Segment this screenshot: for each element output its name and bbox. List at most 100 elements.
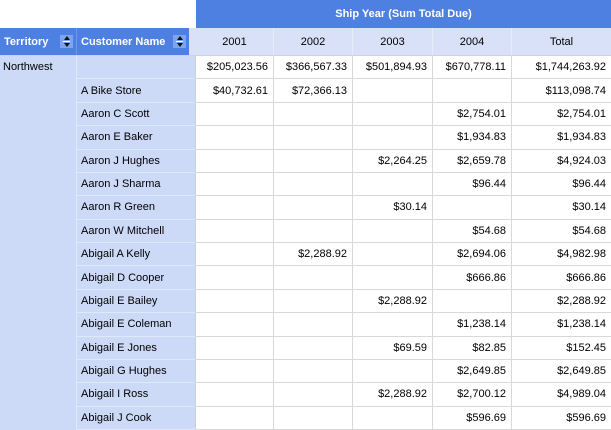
value-cell bbox=[353, 172, 433, 197]
value-cell: $96.44 bbox=[512, 172, 611, 197]
customer-member-cell[interactable]: A Bike Store bbox=[77, 79, 196, 103]
value-cell bbox=[353, 219, 433, 243]
sort-up-triangle bbox=[176, 36, 183, 40]
value-cell: $596.69 bbox=[433, 406, 512, 430]
column-field-caption[interactable]: Ship Year (Sum Total Due) bbox=[196, 0, 611, 28]
sort-up-down-icon[interactable] bbox=[60, 35, 73, 48]
value-cell bbox=[196, 266, 274, 290]
customer-member-cell[interactable] bbox=[77, 56, 196, 80]
table-row: Abigail D Cooper $666.86 $666.86 bbox=[77, 266, 611, 290]
value-cell bbox=[196, 383, 274, 407]
table-row: Abigail G Hughes $2,649.85 $2,649.85 bbox=[77, 359, 611, 384]
table-row: Aaron J Sharma $96.44 $96.44 bbox=[77, 172, 611, 197]
customer-member-cell[interactable]: Abigail E Coleman bbox=[77, 313, 196, 337]
year-header-total[interactable]: Total bbox=[549, 35, 574, 48]
customer-member-cell[interactable]: Aaron J Sharma bbox=[77, 172, 196, 197]
value-cell bbox=[274, 219, 353, 243]
value-cell: $96.44 bbox=[433, 172, 512, 197]
value-cell: $1,934.83 bbox=[433, 126, 512, 150]
corner-spacer bbox=[0, 0, 196, 28]
value-cell: $2,754.01 bbox=[512, 102, 611, 127]
table-row: Aaron W Mitchell $54.68 $54.68 bbox=[77, 219, 611, 243]
value-cell bbox=[274, 383, 353, 407]
value-cell bbox=[274, 149, 353, 173]
table-row: Aaron C Scott $2,754.01 $2,754.01 bbox=[77, 102, 611, 127]
value-cell bbox=[353, 243, 433, 267]
value-cell bbox=[196, 359, 274, 384]
value-cell bbox=[274, 102, 353, 127]
customer-member-cell[interactable]: Aaron C Scott bbox=[77, 102, 196, 127]
value-cell bbox=[196, 336, 274, 360]
value-cell bbox=[274, 172, 353, 197]
value-cell bbox=[353, 79, 433, 103]
value-cell: $666.86 bbox=[433, 266, 512, 290]
territory-column-header-label: Territory bbox=[4, 35, 49, 48]
value-cell bbox=[196, 313, 274, 337]
table-row: A Bike Store $40,732.61 $72,366.13 $113,… bbox=[77, 79, 611, 103]
value-cell: $205,023.56 bbox=[196, 56, 274, 80]
value-cell bbox=[196, 406, 274, 430]
value-cell: $72,366.13 bbox=[274, 79, 353, 103]
sort-up-down-icon[interactable] bbox=[173, 35, 186, 48]
territory-column-header[interactable]: Territory bbox=[0, 28, 77, 55]
sort-up-triangle bbox=[63, 36, 70, 40]
sort-separator bbox=[176, 41, 183, 42]
value-cell bbox=[196, 149, 274, 173]
year-header-2001[interactable]: 2001 bbox=[196, 28, 274, 55]
value-cell: $82.85 bbox=[433, 336, 512, 360]
customer-member-cell[interactable]: Abigail E Bailey bbox=[77, 289, 196, 314]
customer-member-cell[interactable]: Abigail G Hughes bbox=[77, 359, 196, 384]
table-row: Abigail J Cook $596.69 $596.69 bbox=[77, 406, 611, 430]
customer-member-cell[interactable]: Abigail J Cook bbox=[77, 406, 196, 430]
value-cell: $54.68 bbox=[433, 219, 512, 243]
value-cell: $366,567.33 bbox=[274, 56, 353, 80]
value-cell: $30.14 bbox=[353, 196, 433, 220]
header-row: Territory Customer Name 2001 2002 2003 2… bbox=[0, 28, 611, 56]
year-header-2004[interactable]: 2004 bbox=[433, 28, 512, 55]
value-cell: $113,098.74 bbox=[512, 79, 611, 103]
value-cell: $670,778.11 bbox=[433, 56, 512, 80]
value-cell bbox=[433, 79, 512, 103]
customer-member-cell[interactable]: Aaron R Green bbox=[77, 196, 196, 220]
customer-member-cell[interactable]: Aaron W Mitchell bbox=[77, 219, 196, 243]
territory-member-cell[interactable]: Northwest bbox=[0, 56, 77, 430]
year-header-2002[interactable]: 2002 bbox=[274, 28, 353, 55]
value-cell bbox=[196, 196, 274, 220]
value-cell bbox=[196, 172, 274, 197]
value-cell: $2,288.92 bbox=[274, 243, 353, 267]
value-cell bbox=[353, 126, 433, 150]
value-cell: $596.69 bbox=[512, 406, 611, 430]
customer-member-cell[interactable]: Aaron E Baker bbox=[77, 126, 196, 150]
value-cell: $2,754.01 bbox=[433, 102, 512, 127]
sort-down-triangle bbox=[176, 43, 183, 47]
value-cell: $4,982.98 bbox=[512, 243, 611, 267]
value-cell: $666.86 bbox=[512, 266, 611, 290]
customer-member-cell[interactable]: Abigail D Cooper bbox=[77, 266, 196, 290]
value-cell bbox=[353, 359, 433, 384]
value-cell bbox=[274, 196, 353, 220]
value-cell bbox=[274, 336, 353, 360]
customer-member-cell[interactable]: Abigail A Kelly bbox=[77, 243, 196, 267]
value-cell: $2,649.85 bbox=[433, 359, 512, 384]
value-cell bbox=[274, 313, 353, 337]
table-row: Abigail E Jones $69.59 $82.85 $152.45 bbox=[77, 336, 611, 360]
value-cell: $40,732.61 bbox=[196, 79, 274, 103]
value-cell: $2,288.92 bbox=[512, 289, 611, 314]
customer-member-cell[interactable]: Abigail E Jones bbox=[77, 336, 196, 360]
value-cell bbox=[196, 102, 274, 127]
sort-separator bbox=[63, 41, 70, 42]
customer-member-cell[interactable]: Aaron J Hughes bbox=[77, 149, 196, 173]
value-cell: $1,934.83 bbox=[512, 126, 611, 150]
value-cell bbox=[353, 313, 433, 337]
year-header-2003[interactable]: 2003 bbox=[353, 28, 433, 55]
value-cell bbox=[353, 406, 433, 430]
value-cell bbox=[353, 102, 433, 127]
table-row: $205,023.56 $366,567.33 $501,894.93 $670… bbox=[77, 56, 611, 80]
value-cell: $1,238.14 bbox=[433, 313, 512, 337]
value-cell bbox=[433, 289, 512, 314]
table-row: Abigail E Bailey $2,288.92 $2,288.92 bbox=[77, 289, 611, 314]
customer-member-cell[interactable]: Abigail I Ross bbox=[77, 383, 196, 407]
sort-down-triangle bbox=[63, 43, 70, 47]
customer-column-header[interactable]: Customer Name bbox=[77, 28, 189, 55]
